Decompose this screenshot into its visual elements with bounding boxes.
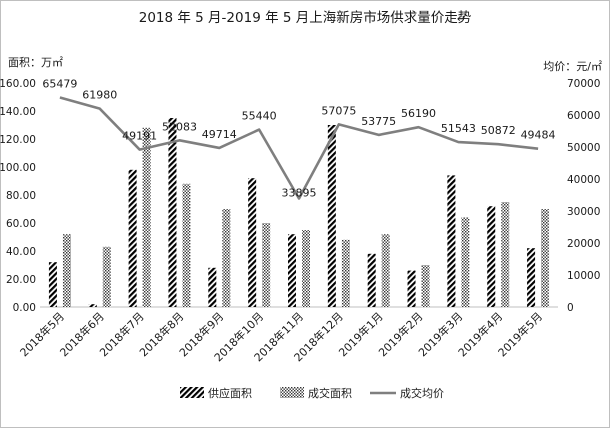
y-right-tick-label: 40000 (567, 174, 600, 186)
supply-area-bar (248, 178, 256, 307)
deal-area-bar (63, 234, 71, 307)
y-right-tick-label: 20000 (567, 238, 600, 250)
supply-area-bar (129, 170, 137, 307)
y-left-tick-label: 20.00 (6, 274, 36, 286)
supply-area-bar (527, 248, 535, 307)
legend-label-deal: 成交面积 (308, 386, 352, 400)
deal-area-bar (501, 202, 509, 307)
y-left-tick-label: 60.00 (6, 218, 36, 230)
avg-price-data-label: 49714 (202, 128, 237, 141)
supply-area-bar (168, 118, 176, 307)
deal-area-bar (541, 209, 549, 307)
deal-area-bar (382, 234, 390, 307)
chart-title: 2018 年 5 月-2019 年 5 月上海新房市场供求量价走势 (139, 9, 472, 26)
avg-price-data-label: 51543 (441, 122, 476, 135)
deal-area-bar (143, 128, 151, 307)
y-right-tick-label: 10000 (567, 270, 600, 282)
avg-price-data-label: 52083 (162, 120, 197, 133)
y-left-tick-label: 160.00 (0, 78, 36, 90)
legend-label-price: 成交均价 (400, 386, 444, 400)
y-right-tick-label: 50000 (567, 142, 600, 154)
avg-price-data-label: 49484 (521, 129, 556, 142)
legend-swatch-deal (280, 387, 304, 398)
avg-price-data-label: 33895 (282, 187, 317, 200)
y-left-tick-label: 80.00 (6, 190, 36, 202)
right-axis-label: 均价：元/㎡ (543, 60, 602, 73)
avg-price-data-label: 55440 (242, 110, 277, 123)
legend-label-supply: 供应面积 (208, 386, 252, 400)
y-left-tick-label: 0.00 (13, 302, 36, 314)
supply-area-bar (447, 175, 455, 307)
y-left-tick-label: 100.00 (0, 162, 36, 174)
deal-area-bar (182, 184, 190, 307)
supply-area-bar (89, 304, 97, 307)
y-right-tick-label: 70000 (567, 78, 600, 90)
legend-swatch-supply (180, 387, 204, 398)
avg-price-data-label: 56190 (401, 107, 436, 120)
supply-area-bar (288, 234, 296, 307)
deal-area-bar (262, 223, 270, 307)
y-left-tick-label: 120.00 (0, 134, 36, 146)
supply-area-bar (208, 268, 216, 307)
avg-price-data-label: 50872 (481, 124, 516, 137)
y-right-tick-label: 0 (567, 302, 574, 314)
deal-area-bar (422, 265, 430, 307)
deal-area-bar (222, 209, 230, 307)
y-left-tick-label: 40.00 (6, 246, 36, 258)
avg-price-data-label: 65479 (42, 77, 77, 90)
supply-area-bar (328, 125, 336, 307)
avg-price-data-label: 53775 (361, 115, 396, 128)
y-right-tick-label: 30000 (567, 206, 600, 218)
title-return-mark: ↵ (457, 14, 465, 25)
supply-area-bar (408, 271, 416, 307)
legend: 供应面积 成交面积 成交均价 (180, 386, 444, 400)
deal-area-bar (302, 230, 310, 307)
y-right-tick-label: 60000 (567, 110, 600, 122)
supply-area-bar (487, 206, 495, 307)
deal-area-bar (103, 247, 111, 307)
avg-price-data-label: 57075 (321, 104, 356, 117)
supply-area-bar (49, 262, 57, 307)
avg-price-data-label: 49191 (122, 130, 157, 143)
supply-area-bar (368, 254, 376, 307)
deal-area-bar (461, 217, 469, 307)
avg-price-data-label: 61980 (82, 89, 117, 102)
deal-area-bar (342, 240, 350, 307)
left-axis-label: 面积：万㎡ (8, 56, 63, 69)
y-left-tick-label: 140.00 (0, 106, 36, 118)
